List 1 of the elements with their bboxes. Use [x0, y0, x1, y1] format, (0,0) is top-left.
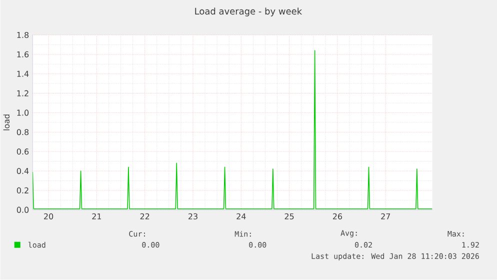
- chart-title: Load average - by week: [195, 8, 302, 16]
